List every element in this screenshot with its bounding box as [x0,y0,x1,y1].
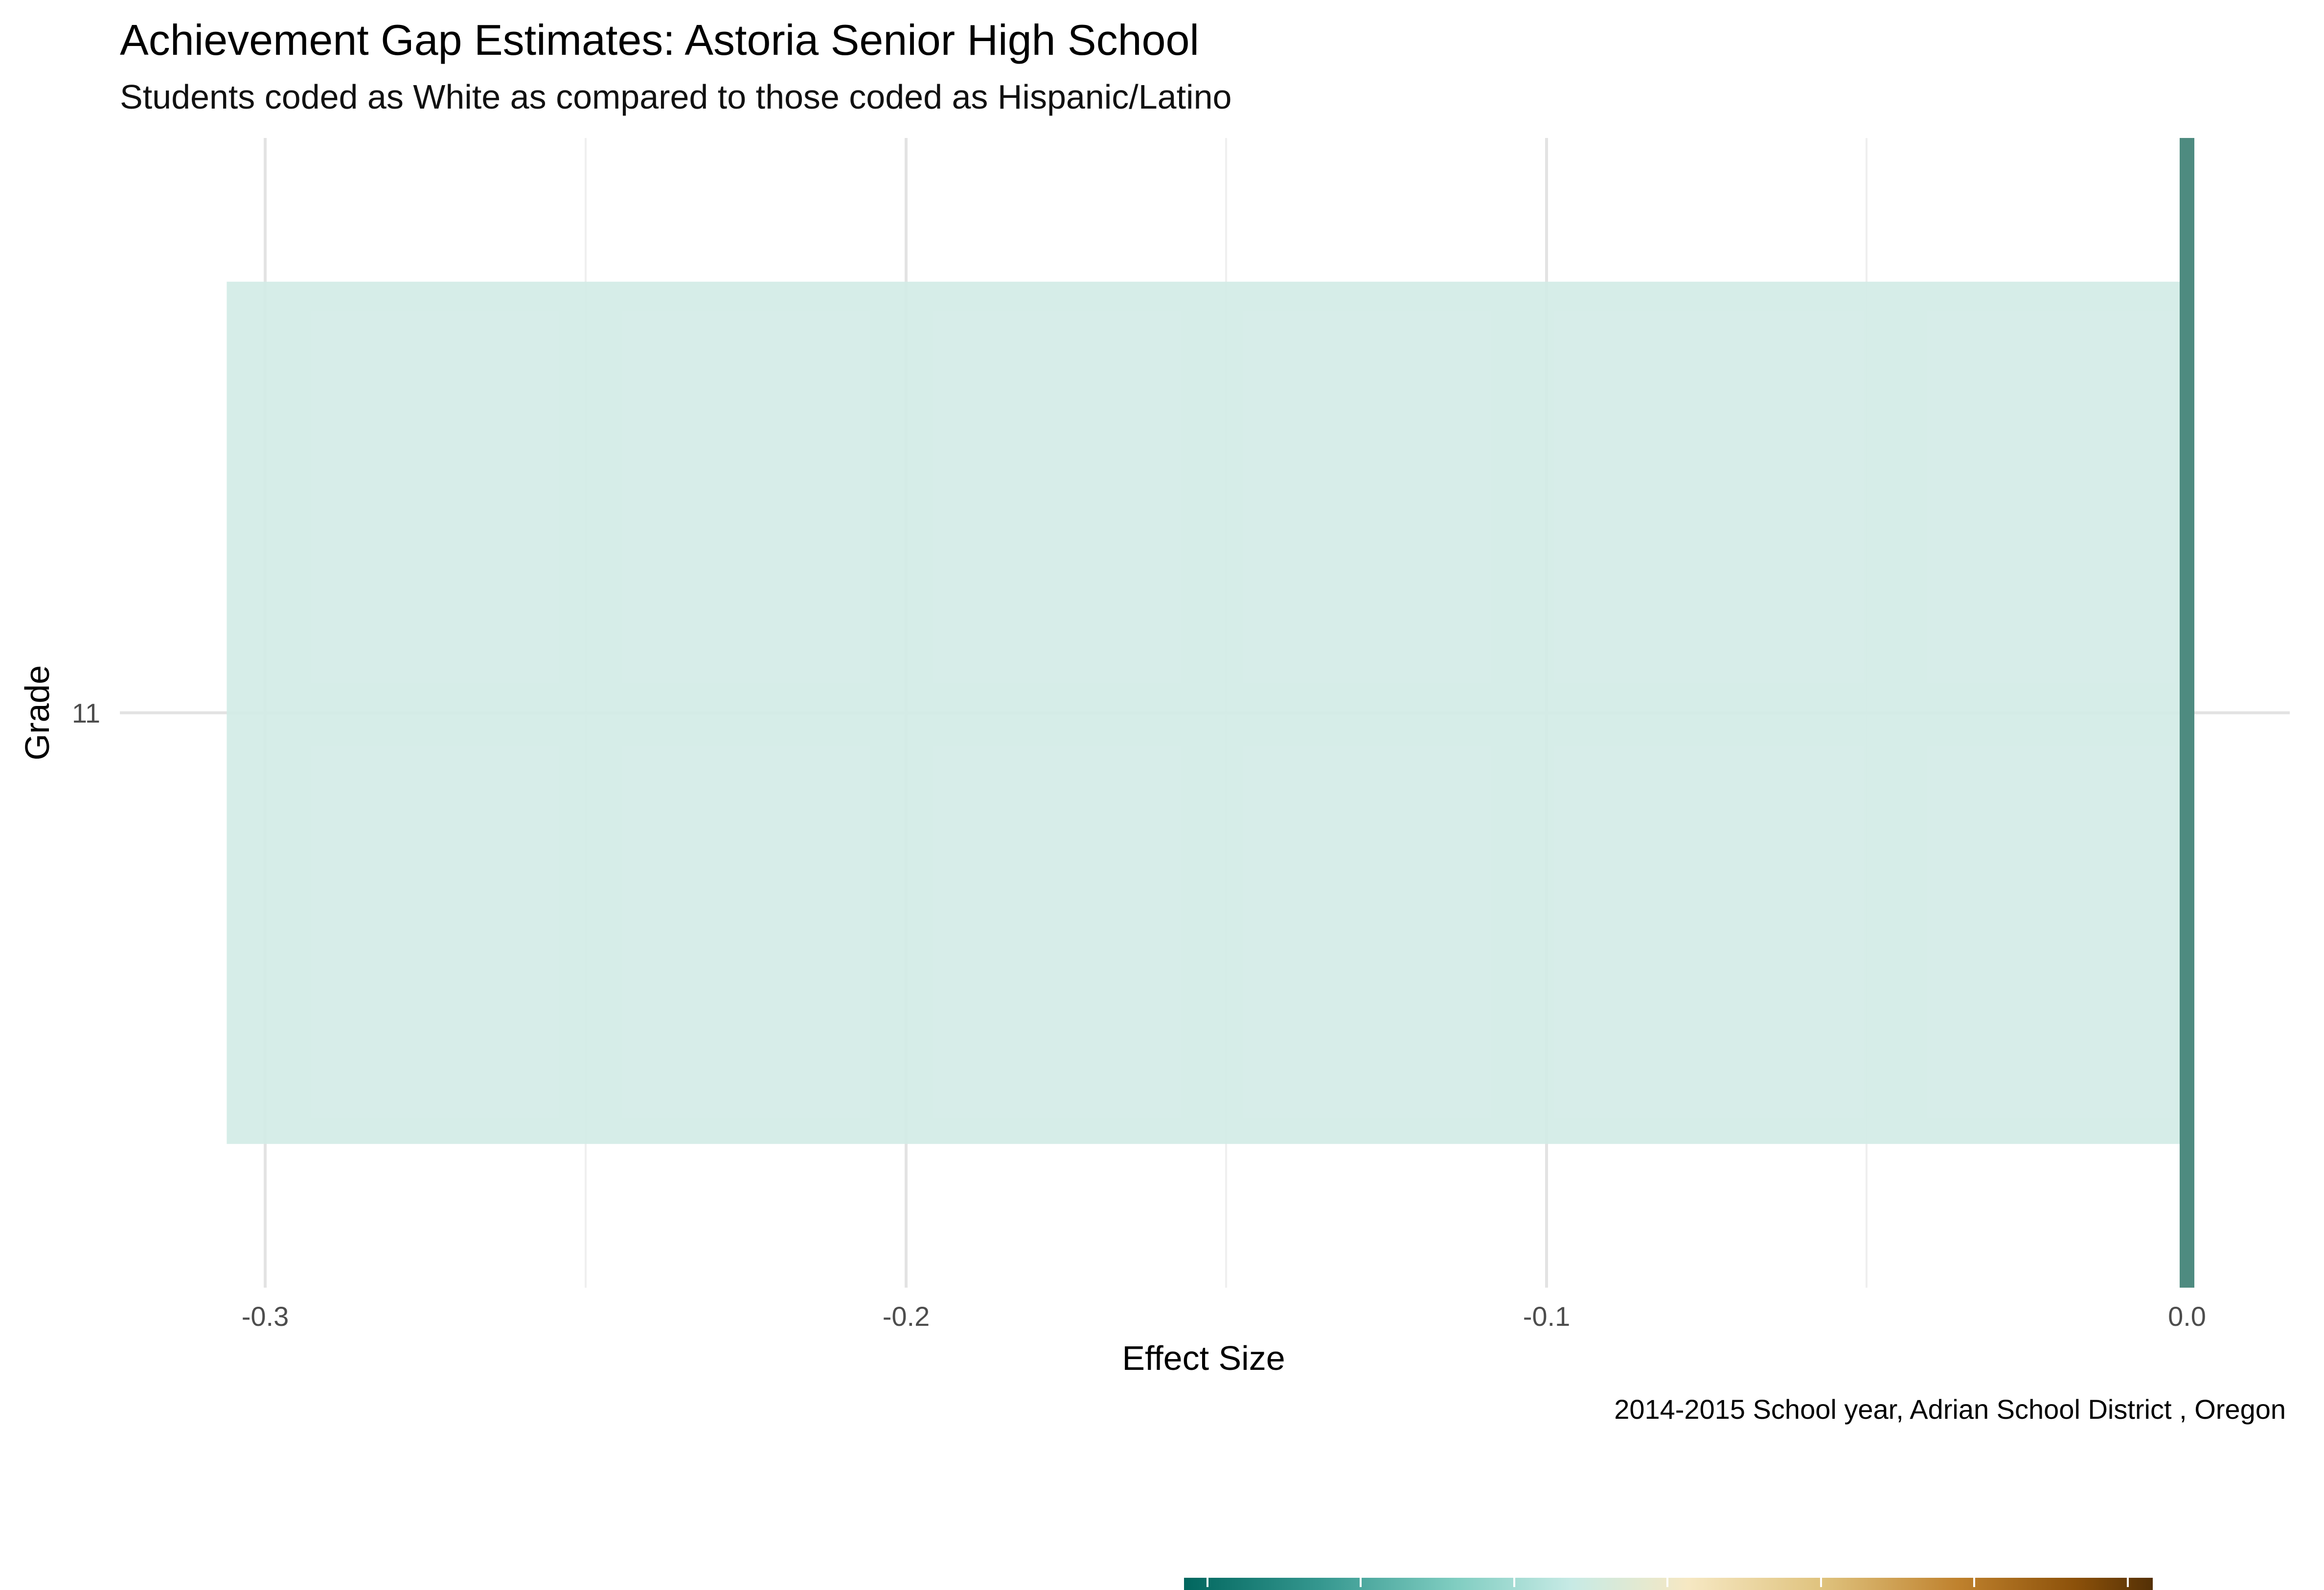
chart-caption: 2014-2015 School year, Adrian School Dis… [1614,1394,2286,1425]
x-tick-label: -0.2 [883,1301,930,1332]
y-tick-label: 11 [72,698,100,728]
x-axis-tick-labels: -0.3 -0.2 -0.1 0.0 [242,1301,2206,1332]
bar-grade-11 [227,281,2187,1144]
x-tick-label: 0.0 [2168,1301,2206,1332]
x-axis-title: Effect Size [1122,1339,1285,1377]
color-scale-legend [1184,1578,2153,1590]
bars-layer [227,281,2187,1144]
x-tick-label: -0.1 [1523,1301,1571,1332]
y-axis-title: Grade [18,665,56,761]
x-tick-label: -0.3 [242,1301,289,1332]
chart-title: Achievement Gap Estimates: Astoria Senio… [120,16,1199,64]
chart-subtitle: Students coded as White as compared to t… [120,78,1231,116]
zero-reference-line [2180,138,2194,1288]
